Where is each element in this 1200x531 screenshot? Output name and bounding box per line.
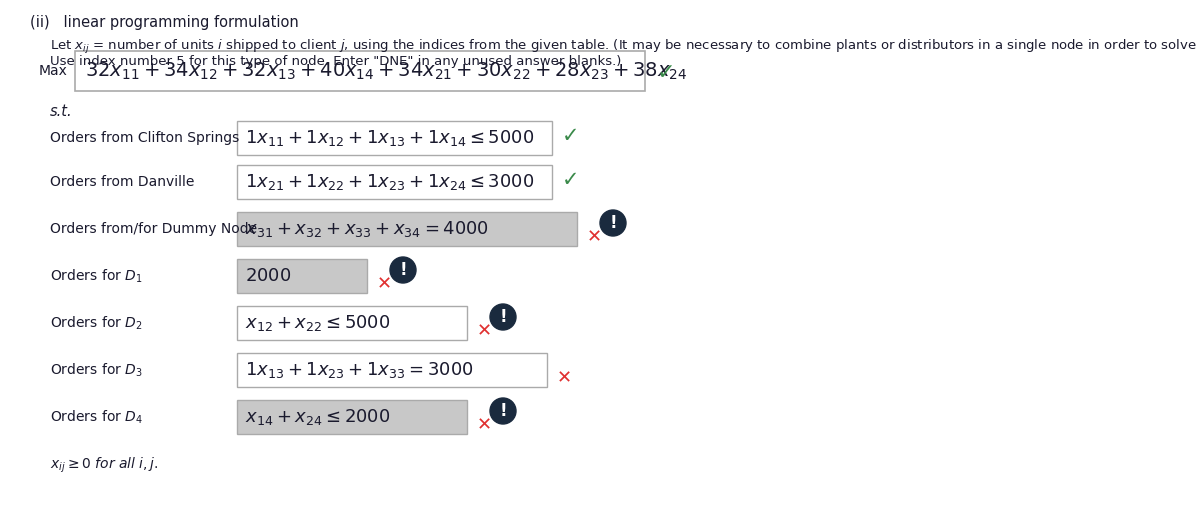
FancyBboxPatch shape — [238, 353, 547, 387]
Text: ✕: ✕ — [478, 322, 492, 340]
Circle shape — [490, 304, 516, 330]
Text: !: ! — [499, 308, 506, 326]
Text: $1x_{13} + 1x_{23} + 1x_{33} = 3000$: $1x_{13} + 1x_{23} + 1x_{33} = 3000$ — [245, 360, 474, 380]
Text: $x_{14} + x_{24} \leq 2000$: $x_{14} + x_{24} \leq 2000$ — [245, 407, 390, 427]
Text: !: ! — [400, 261, 407, 279]
FancyBboxPatch shape — [238, 212, 577, 246]
Text: Orders for $D_4$: Orders for $D_4$ — [50, 408, 143, 426]
FancyBboxPatch shape — [238, 400, 467, 434]
Text: $1x_{21} + 1x_{22} + 1x_{23} + 1x_{24} \leq 3000$: $1x_{21} + 1x_{22} + 1x_{23} + 1x_{24} \… — [245, 172, 534, 192]
FancyBboxPatch shape — [238, 306, 467, 340]
Text: Orders for $D_2$: Orders for $D_2$ — [50, 314, 143, 332]
Text: Orders for $D_3$: Orders for $D_3$ — [50, 361, 143, 379]
Circle shape — [600, 210, 626, 236]
Text: $2000$: $2000$ — [245, 267, 292, 285]
Text: Use index number 5 for this type of node. Enter "DNE" in any unused answer blank: Use index number 5 for this type of node… — [50, 55, 622, 68]
Text: !: ! — [610, 214, 617, 232]
Text: s.t.: s.t. — [50, 104, 73, 119]
Text: Orders from Clifton Springs: Orders from Clifton Springs — [50, 131, 239, 145]
FancyBboxPatch shape — [238, 165, 552, 199]
Text: ✕: ✕ — [478, 416, 492, 434]
Text: ✓: ✓ — [658, 63, 676, 83]
Text: Orders from Danville: Orders from Danville — [50, 175, 194, 189]
Text: $x_{31} + x_{32} + x_{33} + x_{34} = 4000$: $x_{31} + x_{32} + x_{33} + x_{34} = 400… — [245, 219, 490, 239]
Text: $1x_{11} + 1x_{12} + 1x_{13} + 1x_{14} \leq 5000$: $1x_{11} + 1x_{12} + 1x_{13} + 1x_{14} \… — [245, 128, 534, 148]
Text: ✓: ✓ — [562, 170, 580, 190]
Text: Let $x_{ij}$ = number of units $i$ shipped to client $j$, using the indices from: Let $x_{ij}$ = number of units $i$ shipp… — [50, 38, 1200, 56]
FancyBboxPatch shape — [238, 259, 367, 293]
Circle shape — [490, 398, 516, 424]
Text: Max: Max — [38, 64, 67, 78]
Text: ✓: ✓ — [562, 126, 580, 146]
Text: Orders from/for Dummy Node: Orders from/for Dummy Node — [50, 222, 257, 236]
Text: Orders for $D_1$: Orders for $D_1$ — [50, 267, 143, 285]
Text: ✕: ✕ — [377, 275, 392, 293]
Text: $x_{ij} \geq 0$ for all $i, j.$: $x_{ij} \geq 0$ for all $i, j.$ — [50, 456, 158, 475]
Text: ✕: ✕ — [587, 228, 602, 246]
Circle shape — [390, 257, 416, 283]
Text: ✕: ✕ — [557, 369, 572, 387]
Text: $32x_{11} + 34x_{12} + 32x_{13} + 40x_{14} + 34x_{21} + 30x_{22} + 28x_{23} + 38: $32x_{11} + 34x_{12} + 32x_{13} + 40x_{1… — [85, 61, 688, 82]
FancyBboxPatch shape — [74, 51, 646, 91]
Text: (ii)   linear programming formulation: (ii) linear programming formulation — [30, 15, 299, 30]
Text: !: ! — [499, 402, 506, 420]
FancyBboxPatch shape — [238, 121, 552, 155]
Text: $x_{12} + x_{22} \leq 5000$: $x_{12} + x_{22} \leq 5000$ — [245, 313, 390, 333]
